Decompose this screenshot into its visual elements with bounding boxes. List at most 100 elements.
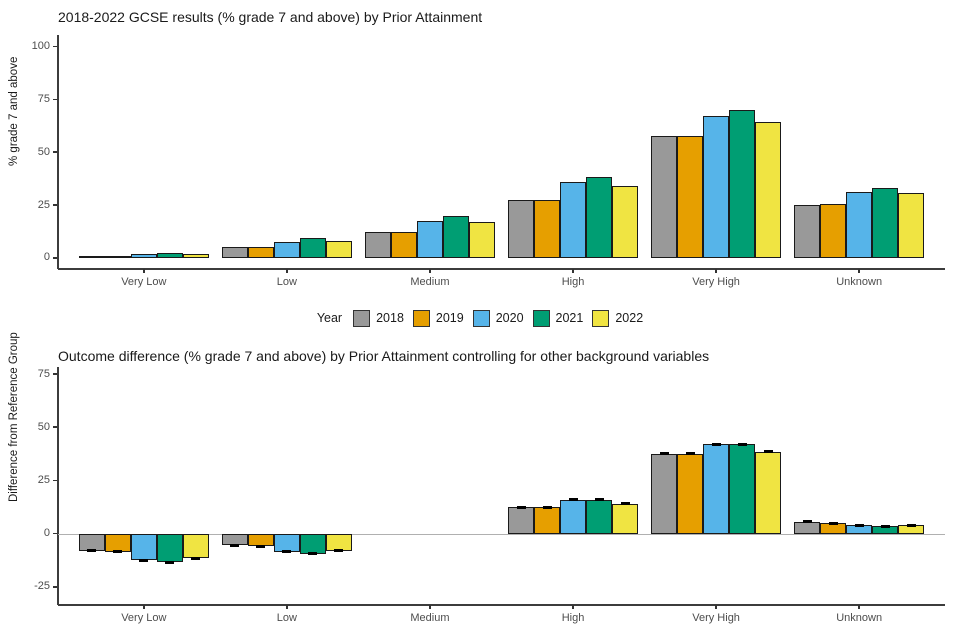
bar-2022-very-high <box>755 121 782 258</box>
x-tick-mark <box>715 269 717 273</box>
error-bar-2022-high <box>620 502 630 506</box>
legend-swatch-2020 <box>472 309 490 327</box>
bar-2021-unknown <box>872 188 899 258</box>
bar-2022-medium <box>468 222 495 258</box>
bar-2018-very-high <box>651 136 678 258</box>
legend-swatch-2021 <box>532 309 550 327</box>
bar-2022-high <box>612 186 639 258</box>
legend-item-label: 2019 <box>435 311 464 325</box>
bar-2019-high <box>534 507 561 534</box>
x-tick-mark <box>572 269 574 273</box>
y-tick-label: 50 <box>37 420 50 433</box>
bar-2020-high <box>560 181 587 258</box>
error-bar-2018-high <box>516 505 526 509</box>
error-bar-2022-very-high <box>763 450 773 454</box>
error-bar-2021-low <box>308 552 318 556</box>
x-tick-label: Very Low <box>121 612 167 624</box>
bar-2018-very-high <box>651 453 678 534</box>
y-tick-label: 25 <box>37 473 50 486</box>
x-tick-mark <box>143 605 145 609</box>
legend: Year 2018 2019 2020 2021 2022 <box>0 306 960 330</box>
y-axis-line <box>57 35 59 269</box>
x-tick-label: Very Low <box>121 276 167 288</box>
bar-2020-very-low <box>130 533 157 561</box>
bar-2019-low <box>247 247 274 258</box>
bar-2022-unknown <box>898 193 925 258</box>
bar-2018-high <box>508 507 535 534</box>
legend-item-2020: 2020 <box>472 309 524 327</box>
y-tick-mark <box>53 257 57 259</box>
x-tick-mark <box>429 605 431 609</box>
legend-item-2019: 2019 <box>412 309 464 327</box>
error-bar-2018-very-high <box>659 452 669 456</box>
y-axis-line <box>57 367 59 605</box>
y-tick-label: 75 <box>37 367 50 380</box>
bar-2021-low <box>299 237 326 258</box>
error-bar-2022-unknown <box>906 523 916 527</box>
bar-2020-very-low <box>130 253 157 258</box>
bar-2022-very-low <box>182 253 209 258</box>
y-tick-mark <box>53 151 57 153</box>
bar-2022-low <box>325 533 352 551</box>
bar-2020-low <box>273 242 300 258</box>
legend-item-label: 2022 <box>615 311 644 325</box>
bottom-chart-title: Outcome difference (% grade 7 and above)… <box>58 348 710 364</box>
bar-2018-unknown <box>794 521 821 534</box>
bottom-chart-plot-panel: -25 0 25 50 75 <box>34 367 945 609</box>
x-axis-line <box>58 604 945 606</box>
legend-swatch-2018 <box>353 309 371 327</box>
x-tick-label: Medium <box>410 612 450 624</box>
bar-2019-very-high <box>677 136 704 258</box>
top-chart-title: 2018-2022 GCSE results (% grade 7 and ab… <box>58 9 483 25</box>
error-bar-2020-very-high <box>711 442 721 446</box>
bar-2020-very-high <box>703 116 730 258</box>
bar-2018-medium <box>364 231 391 258</box>
error-bar-2020-high <box>568 498 578 502</box>
x-tick-label: High <box>561 612 585 624</box>
y-tick-mark <box>53 479 57 482</box>
y-tick-mark <box>53 204 57 206</box>
error-bar-2021-high <box>594 498 604 502</box>
legend-item-label: 2021 <box>555 311 584 325</box>
error-bar-2020-very-low <box>139 558 149 562</box>
bar-2020-very-high <box>703 444 730 534</box>
x-tick-label: High <box>561 276 585 288</box>
y-tick-label: 0 <box>43 527 50 540</box>
bar-2022-very-high <box>755 451 782 534</box>
y-tick-label: 75 <box>37 92 50 105</box>
error-bar-2020-unknown <box>854 523 864 527</box>
bar-2019-very-low <box>104 533 131 552</box>
x-tick-label: Very High <box>692 276 740 288</box>
bar-2019-unknown <box>820 523 847 534</box>
error-bar-2021-very-low <box>165 560 175 564</box>
x-tick-mark <box>143 269 145 273</box>
bar-2019-unknown <box>820 204 847 258</box>
y-tick-mark <box>53 98 57 101</box>
bar-2021-very-high <box>729 444 756 534</box>
legend-item-2018: 2018 <box>353 309 404 327</box>
bar-2021-very-high <box>729 109 756 258</box>
bar-2020-low <box>273 533 300 552</box>
legend-swatch-2022 <box>592 309 610 327</box>
bar-2019-very-low <box>104 255 131 258</box>
bar-2021-high <box>586 176 613 258</box>
bar-2020-high <box>560 499 587 534</box>
x-tick-mark <box>286 269 288 273</box>
zero-reference-line <box>58 533 945 535</box>
legend-title: Year <box>316 311 343 325</box>
x-tick-label: Unknown <box>836 612 883 624</box>
bar-2018-very-low <box>78 255 105 258</box>
bar-2022-very-low <box>182 533 209 559</box>
error-bar-2022-very-low <box>191 556 201 560</box>
bar-2021-very-low <box>156 252 183 258</box>
y-tick-mark <box>53 45 57 48</box>
x-tick-mark <box>429 269 431 273</box>
bar-2018-high <box>508 199 535 258</box>
x-tick-mark <box>715 605 717 609</box>
legend-item-2022: 2022 <box>592 309 644 327</box>
error-bar-2022-low <box>334 549 344 553</box>
x-axis-line <box>58 268 945 270</box>
error-bar-2021-unknown <box>880 524 890 528</box>
legend-item-label: 2018 <box>376 311 404 325</box>
